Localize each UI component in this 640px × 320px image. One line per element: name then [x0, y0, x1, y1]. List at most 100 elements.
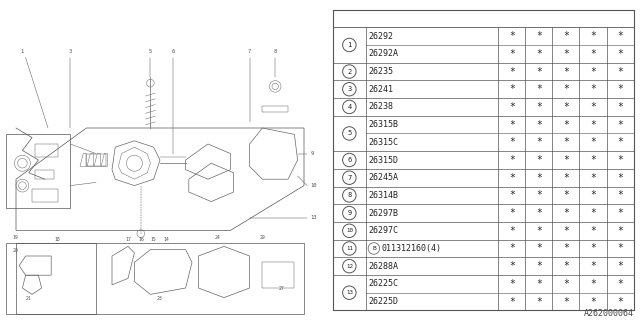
Text: 26238: 26238 [369, 102, 394, 111]
Text: 9
1: 9 1 [536, 10, 541, 27]
Text: 26315C: 26315C [369, 138, 399, 147]
Text: *: * [590, 173, 596, 183]
Text: *: * [509, 244, 515, 253]
Text: *: * [509, 173, 515, 183]
Text: 27: 27 [279, 286, 284, 291]
Text: *: * [563, 279, 569, 289]
Text: 7: 7 [248, 49, 252, 54]
Text: 26245A: 26245A [369, 173, 399, 182]
Text: *: * [536, 244, 542, 253]
Text: A262000064: A262000064 [584, 309, 634, 318]
Text: 3: 3 [348, 86, 351, 92]
Text: PARTS CORD: PARTS CORD [388, 14, 442, 23]
Text: *: * [590, 279, 596, 289]
Text: 5: 5 [148, 49, 152, 54]
Text: *: * [509, 261, 515, 271]
Text: 26297B: 26297B [369, 209, 399, 218]
Text: *: * [617, 226, 623, 236]
Text: 9: 9 [310, 151, 314, 156]
Text: *: * [536, 279, 542, 289]
Text: *: * [509, 102, 515, 112]
Bar [35, 170, 54, 179]
Text: *: * [617, 190, 623, 200]
Text: 4: 4 [348, 104, 351, 110]
Text: *: * [563, 297, 569, 307]
Text: *: * [509, 84, 515, 94]
Text: 6: 6 [348, 157, 351, 163]
Text: *: * [617, 279, 623, 289]
Text: 9
3: 9 3 [591, 10, 595, 27]
Bar [333, 10, 634, 27]
Text: 011312160(4): 011312160(4) [381, 244, 441, 253]
Text: *: * [536, 137, 542, 147]
Text: *: * [590, 226, 596, 236]
Text: *: * [617, 297, 623, 307]
Text: *: * [536, 31, 542, 41]
Text: *: * [590, 297, 596, 307]
Text: *: * [536, 226, 542, 236]
Text: *: * [590, 120, 596, 130]
Text: *: * [509, 67, 515, 76]
Text: *: * [590, 155, 596, 165]
Text: *: * [509, 226, 515, 236]
Text: *: * [536, 84, 542, 94]
Text: 12: 12 [346, 264, 353, 269]
Text: 23: 23 [157, 296, 163, 301]
Text: 6: 6 [171, 49, 175, 54]
Text: 9: 9 [348, 210, 351, 216]
Text: 1: 1 [348, 42, 351, 48]
Text: *: * [509, 49, 515, 59]
Text: 3: 3 [68, 49, 72, 54]
Text: 26315B: 26315B [369, 120, 399, 129]
Text: *: * [536, 49, 542, 59]
Text: *: * [509, 120, 515, 130]
Text: *: * [563, 261, 569, 271]
Text: *: * [617, 261, 623, 271]
Text: 26288A: 26288A [369, 262, 399, 271]
Bar [6, 243, 96, 314]
Text: *: * [563, 84, 569, 94]
Text: *: * [536, 208, 542, 218]
Text: *: * [563, 226, 569, 236]
Text: B: B [372, 246, 376, 251]
Bar [35, 144, 58, 157]
Text: 9
2: 9 2 [564, 10, 568, 27]
Bar [86, 154, 106, 166]
Bar [262, 262, 294, 288]
Text: 13: 13 [346, 290, 353, 295]
Text: *: * [563, 190, 569, 200]
Text: 29: 29 [260, 235, 265, 240]
Text: 11: 11 [346, 246, 353, 251]
Text: *: * [563, 137, 569, 147]
Text: *: * [536, 120, 542, 130]
Text: *: * [590, 67, 596, 76]
Text: 26292A: 26292A [369, 49, 399, 58]
Text: *: * [617, 84, 623, 94]
Text: *: * [536, 190, 542, 200]
Text: *: * [617, 67, 623, 76]
Text: 20: 20 [13, 248, 19, 253]
Text: *: * [563, 173, 569, 183]
Text: *: * [536, 173, 542, 183]
Text: *: * [509, 190, 515, 200]
Text: *: * [617, 155, 623, 165]
Text: *: * [563, 244, 569, 253]
Text: *: * [617, 137, 623, 147]
Text: *: * [563, 155, 569, 165]
Text: 8: 8 [273, 49, 277, 54]
Text: *: * [617, 31, 623, 41]
Text: 10: 10 [346, 228, 353, 233]
Text: *: * [509, 31, 515, 41]
Text: 5: 5 [348, 131, 351, 136]
Text: *: * [563, 102, 569, 112]
Text: *: * [509, 137, 515, 147]
Text: 9
0: 9 0 [509, 10, 514, 27]
Bar [32, 189, 58, 202]
Text: *: * [590, 244, 596, 253]
Text: 26235: 26235 [369, 67, 394, 76]
Text: *: * [590, 102, 596, 112]
Text: *: * [509, 279, 515, 289]
Text: *: * [563, 120, 569, 130]
Text: *: * [590, 137, 596, 147]
Text: 2: 2 [348, 68, 351, 75]
